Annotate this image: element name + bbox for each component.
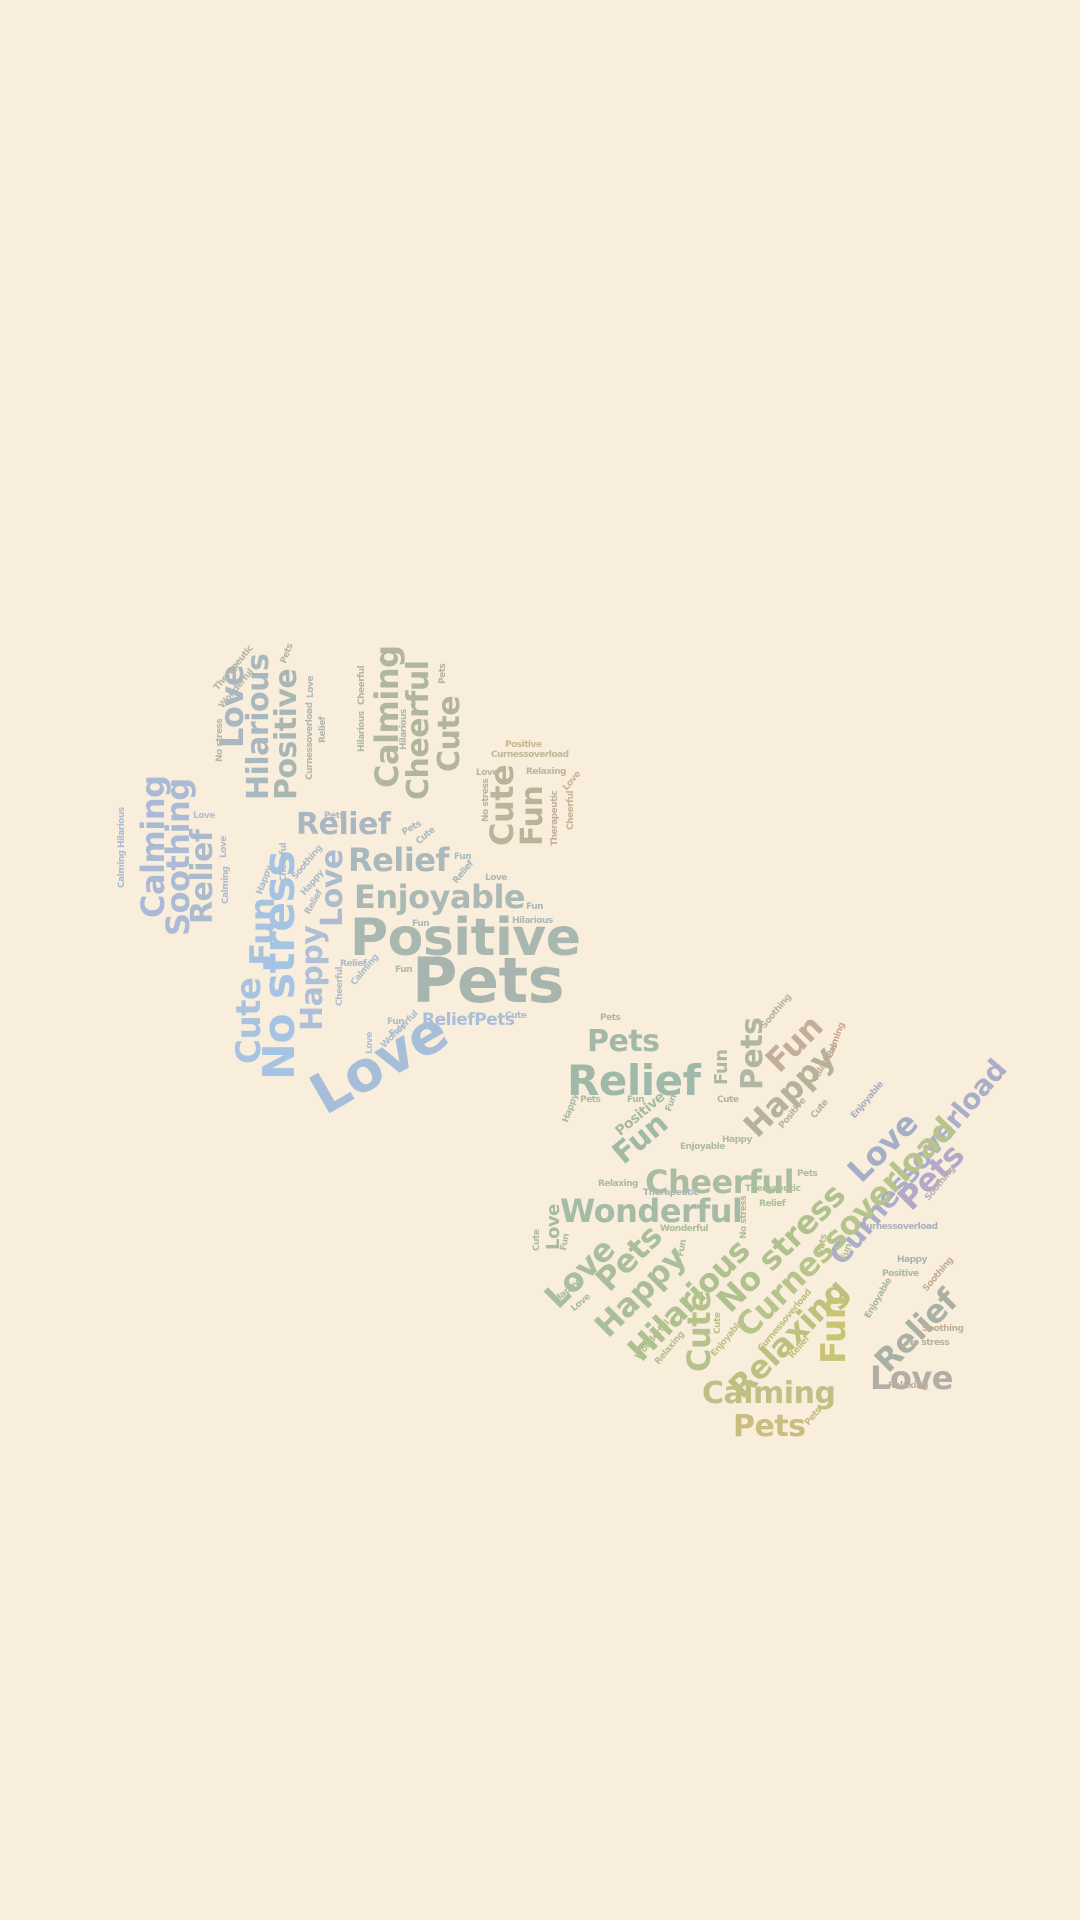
word: No stress bbox=[739, 1195, 749, 1239]
word: Fun bbox=[387, 1017, 405, 1027]
word: No stress bbox=[906, 1338, 950, 1348]
word: Fun bbox=[814, 1295, 854, 1364]
word: Happy bbox=[561, 1092, 581, 1125]
word: Fun bbox=[395, 965, 413, 975]
word: Pets bbox=[797, 1169, 818, 1179]
word: Positive bbox=[882, 1269, 919, 1279]
word: Fun bbox=[559, 1233, 572, 1252]
word: Positive bbox=[350, 908, 581, 968]
word: Love bbox=[485, 873, 507, 883]
word: Wonderful bbox=[660, 1224, 709, 1234]
word: Love bbox=[476, 768, 498, 778]
word: Happy bbox=[722, 1135, 752, 1145]
word: Positive bbox=[505, 740, 542, 750]
word: Fun bbox=[526, 902, 544, 912]
word: Fun bbox=[676, 1239, 689, 1258]
word: Pets bbox=[580, 1095, 601, 1105]
word: Pets bbox=[587, 1024, 660, 1059]
word: Enjoyable bbox=[849, 1079, 886, 1121]
word: Enjoyable bbox=[680, 1142, 725, 1152]
word: Relief bbox=[759, 1199, 786, 1209]
word: Calming bbox=[702, 1376, 836, 1411]
word: Cute bbox=[717, 1095, 739, 1105]
word: Pets bbox=[412, 944, 565, 1017]
word: Cute bbox=[713, 1312, 723, 1334]
word: Fun bbox=[542, 966, 560, 976]
word: Happy bbox=[897, 1255, 927, 1265]
word: Fun bbox=[627, 1095, 645, 1105]
word: Relaxing bbox=[598, 1179, 638, 1189]
word: Cute bbox=[680, 1290, 718, 1372]
word: Cheerful bbox=[645, 1163, 795, 1201]
word: Love bbox=[193, 811, 215, 821]
word: Cute bbox=[532, 1229, 542, 1251]
word: Pets bbox=[600, 1013, 621, 1023]
word: Wonderful bbox=[560, 1192, 743, 1230]
word: Relief bbox=[340, 959, 367, 969]
word: Curnessoverload bbox=[491, 750, 569, 760]
word: Cute bbox=[809, 1097, 831, 1121]
word: Therapeutic bbox=[745, 1184, 801, 1194]
word: Enjoyable bbox=[863, 1276, 895, 1321]
word: Pets bbox=[324, 811, 345, 821]
word: Fun bbox=[412, 919, 430, 929]
word: Hilarious bbox=[512, 916, 553, 926]
word: Love bbox=[870, 1359, 953, 1397]
word: Cute bbox=[505, 1011, 527, 1021]
word: ReliefPets bbox=[422, 1010, 515, 1030]
word: Relief bbox=[296, 807, 391, 842]
word: Relaxing bbox=[888, 1381, 928, 1391]
word: Enjoyable bbox=[354, 878, 526, 916]
word: Therapeutic bbox=[643, 1188, 699, 1198]
word: Curnessoverload bbox=[860, 1222, 938, 1232]
word: Relaxing bbox=[526, 767, 566, 777]
word: Fun bbox=[454, 852, 472, 862]
word: Soothing bbox=[922, 1324, 964, 1334]
word: Relief bbox=[567, 1056, 701, 1105]
word: Relief bbox=[348, 841, 449, 879]
word: Fun bbox=[711, 1049, 732, 1085]
word: Pets bbox=[733, 1409, 806, 1444]
